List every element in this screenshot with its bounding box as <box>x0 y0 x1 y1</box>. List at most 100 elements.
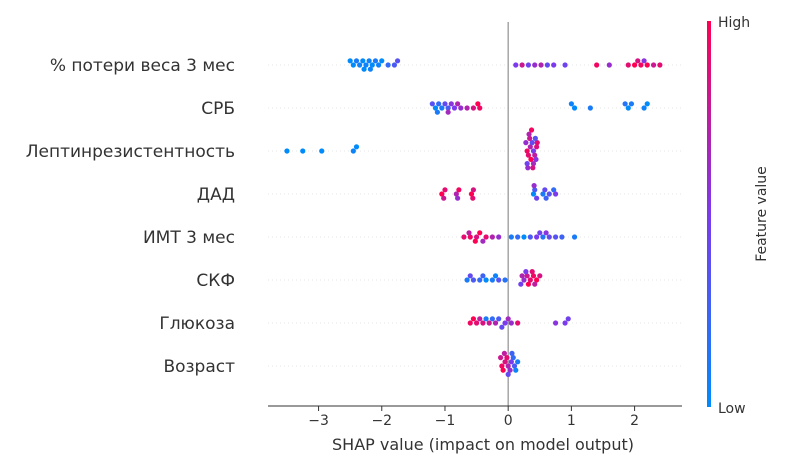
shap-point <box>532 281 538 287</box>
shap-point <box>347 58 353 64</box>
feature-label: ИМТ 3 мес <box>143 228 235 248</box>
shap-point <box>508 234 514 240</box>
shap-point <box>543 195 549 201</box>
shap-point <box>500 367 506 373</box>
shap-point <box>527 144 533 150</box>
shap-point <box>523 269 529 275</box>
shap-point <box>480 320 486 326</box>
shap-point <box>534 144 540 150</box>
shap-point <box>529 140 535 146</box>
shap-point <box>562 320 568 326</box>
shap-point <box>468 191 475 197</box>
shap-point <box>455 195 461 201</box>
shap-point <box>632 62 638 68</box>
shap-point <box>453 191 459 197</box>
shap-point <box>496 234 502 240</box>
shap-point <box>644 62 650 68</box>
shap-point <box>445 109 451 115</box>
shap-point <box>385 62 391 68</box>
shap-point <box>530 148 537 154</box>
shap-point <box>544 62 550 68</box>
shap-point <box>434 109 440 115</box>
shap-point <box>562 62 568 68</box>
feature-labels: % потери веса 3 мес СРБ Лептинрезистентнос… <box>26 56 235 377</box>
shap-point <box>441 195 447 201</box>
shap-point <box>565 316 571 322</box>
shap-point <box>571 105 578 111</box>
shap-point <box>641 58 647 64</box>
x-tick-label: −3 <box>308 413 329 429</box>
shap-point <box>525 165 531 171</box>
shap-point <box>510 355 516 361</box>
shap-point <box>496 316 502 322</box>
shap-point <box>353 144 360 150</box>
shap-point <box>284 148 290 154</box>
shap-point <box>505 363 511 369</box>
shap-point <box>432 105 439 111</box>
shap-point <box>533 156 539 162</box>
shap-point <box>504 355 510 361</box>
shap-points <box>284 58 663 377</box>
shap-point <box>508 320 514 326</box>
shap-point <box>477 277 483 283</box>
shap-point <box>540 191 546 197</box>
shap-point <box>525 281 532 287</box>
shap-point <box>650 62 657 68</box>
shap-point <box>456 187 462 193</box>
x-tick-label: 0 <box>504 413 513 429</box>
shap-point <box>470 316 477 322</box>
shap-point <box>477 316 483 322</box>
shap-point <box>502 320 508 326</box>
shap-point <box>480 273 486 279</box>
shap-point <box>657 62 663 68</box>
shap-point <box>625 105 631 111</box>
shap-point <box>477 105 483 111</box>
shap-point <box>492 320 499 326</box>
shap-point <box>442 187 448 193</box>
shap-point <box>379 58 385 64</box>
shap-point <box>492 273 499 279</box>
shap-point <box>448 101 454 107</box>
shap-point <box>466 230 472 236</box>
shap-point <box>442 101 448 107</box>
shap-point <box>489 316 495 322</box>
x-tick-label: 1 <box>567 413 576 429</box>
shap-point <box>559 234 565 240</box>
shap-point <box>594 62 600 68</box>
x-tick-label: −1 <box>435 413 456 429</box>
shap-point <box>534 195 540 201</box>
shap-point <box>523 140 529 146</box>
shap-point <box>525 152 532 158</box>
shap-point <box>489 234 495 240</box>
shap-point <box>360 58 366 64</box>
shap-point <box>394 58 401 64</box>
shap-point <box>525 62 532 68</box>
feature-label: Лептинрезистентность <box>26 142 235 162</box>
shap-point <box>527 135 533 141</box>
shap-point <box>486 320 492 326</box>
shap-point <box>366 58 372 64</box>
shap-point <box>470 277 477 283</box>
shap-point <box>502 277 508 283</box>
shap-point <box>461 234 467 240</box>
shap-point <box>502 359 508 365</box>
shap-point <box>571 234 578 240</box>
shap-point <box>540 234 546 240</box>
shap-point <box>515 359 521 365</box>
shap-point <box>568 101 574 107</box>
shap-point <box>499 363 505 369</box>
shap-point <box>526 131 532 137</box>
shap-point <box>521 234 527 240</box>
shap-point <box>534 277 540 283</box>
shap-point <box>635 58 641 64</box>
x-tick-label: 2 <box>630 413 639 429</box>
shap-point <box>367 66 373 72</box>
shap-point <box>464 105 470 111</box>
shap-point <box>531 183 537 189</box>
shap-point <box>439 191 445 197</box>
shap-point <box>483 277 489 283</box>
shap-point <box>532 187 538 193</box>
shap-point <box>521 277 527 283</box>
shap-point <box>357 62 363 68</box>
